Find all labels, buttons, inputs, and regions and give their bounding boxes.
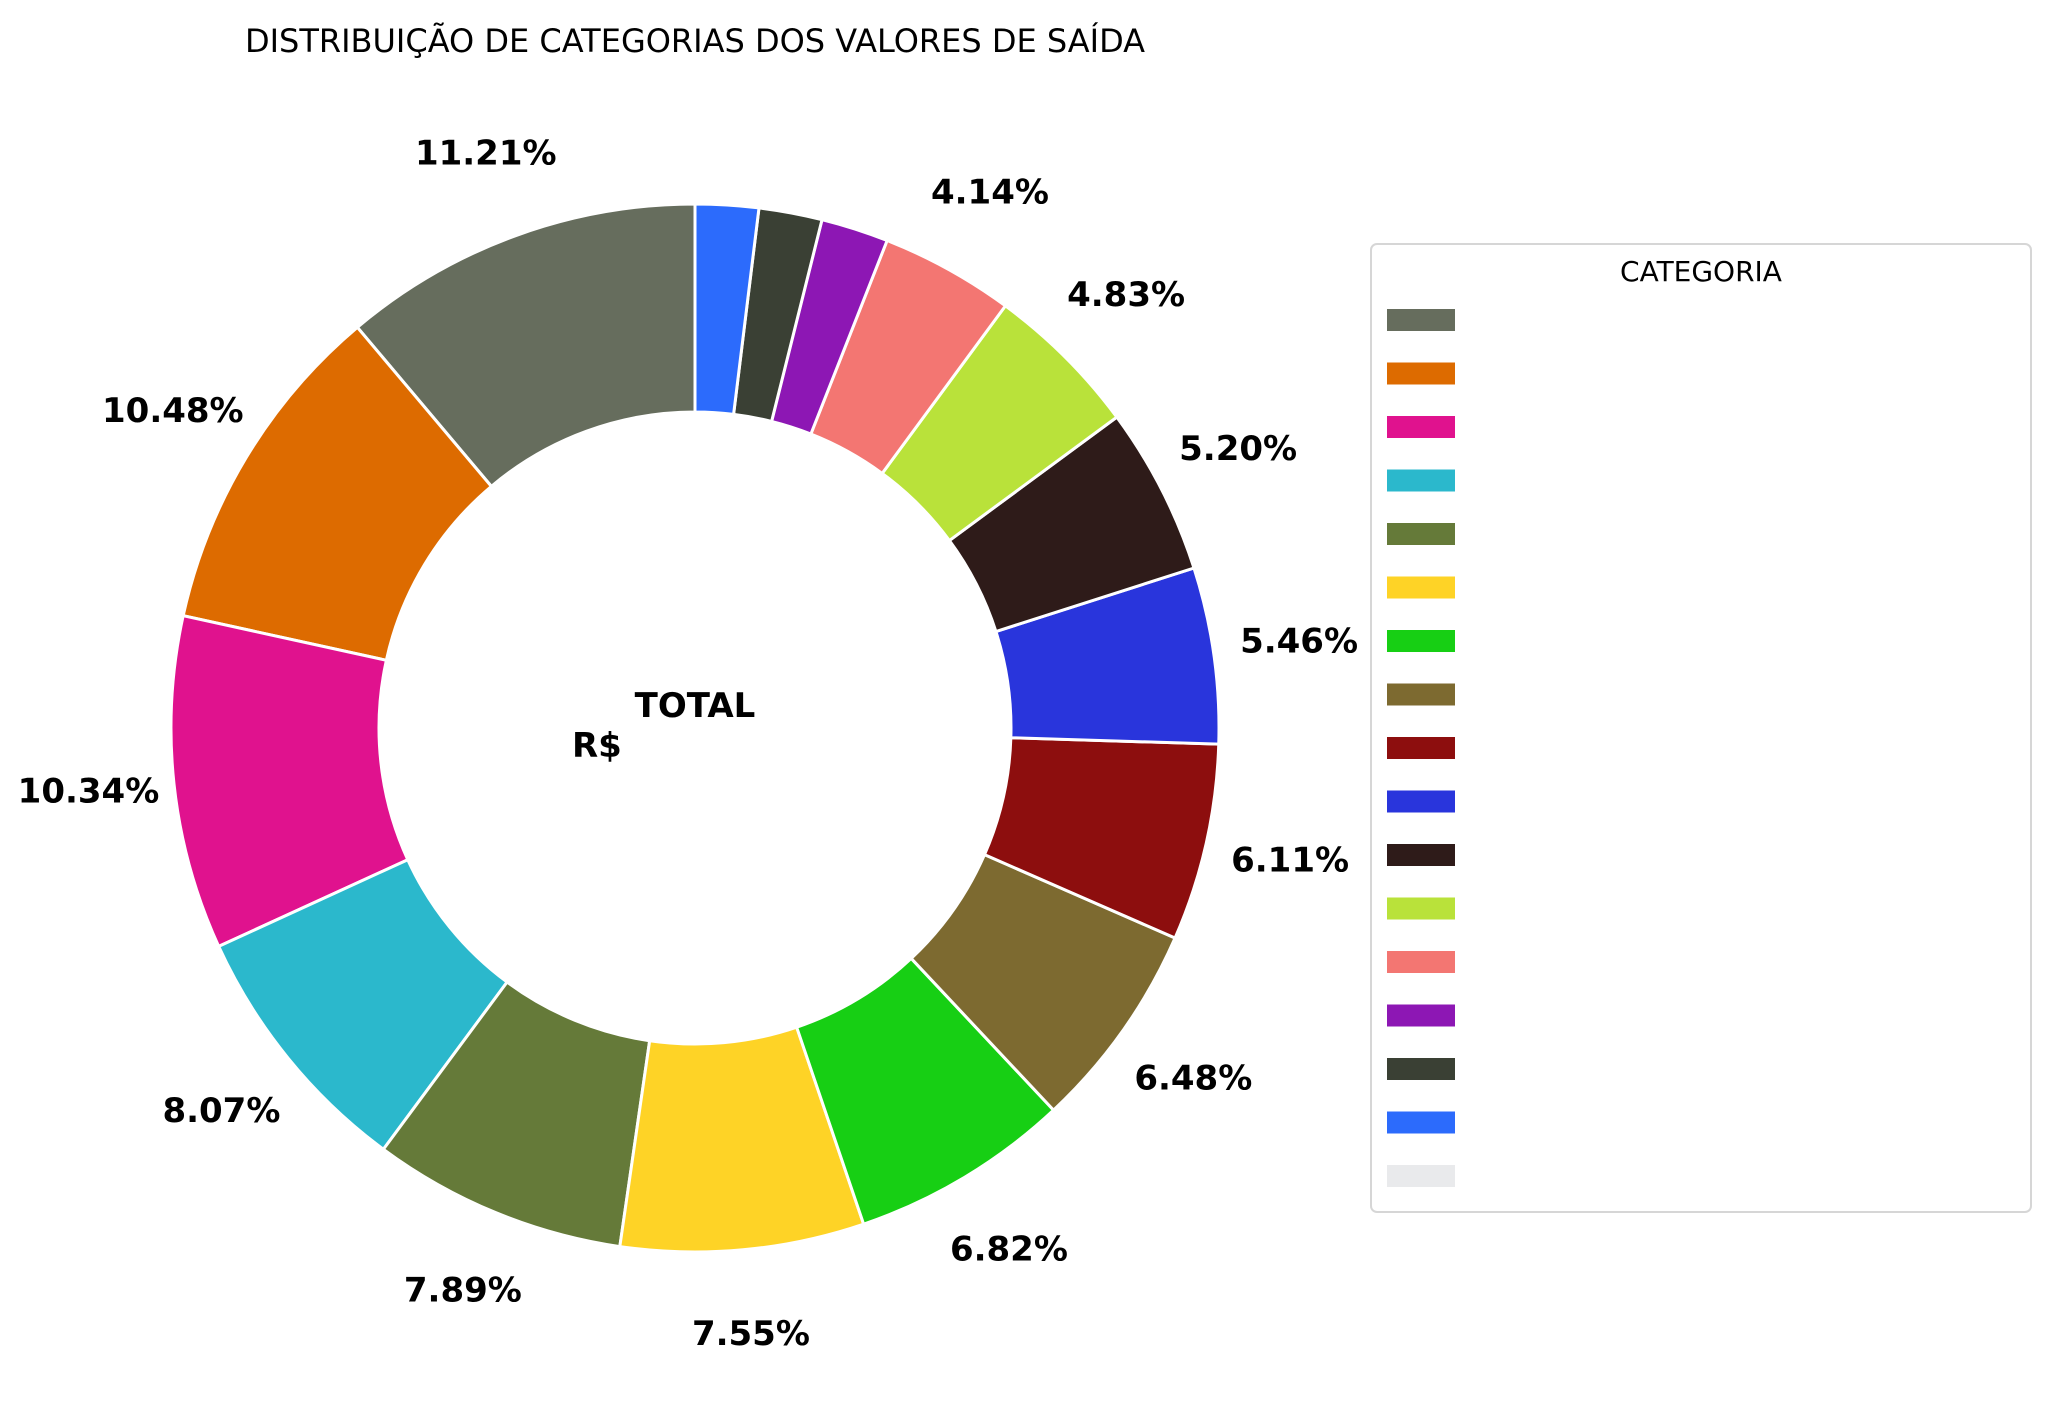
percentage-label-5: 7.89% xyxy=(404,1271,522,1311)
percentage-label-3: 10.34% xyxy=(18,772,160,812)
chart-title: DISTRIBUIÇÃO DE CATEGORIAS DOS VALORES D… xyxy=(245,22,1145,60)
legend-swatch-8 xyxy=(1387,683,1455,706)
legend-items xyxy=(1387,309,1455,1187)
legend-box xyxy=(1370,243,2032,1213)
percentage-label-11: 5.20% xyxy=(1179,429,1297,469)
percentage-label-13: 4.14% xyxy=(931,173,1049,213)
legend-swatch-14 xyxy=(1387,1004,1455,1027)
legend-swatch-16 xyxy=(1387,1111,1455,1134)
donut-slices xyxy=(169,202,1221,1254)
legend-swatch-10 xyxy=(1387,790,1455,813)
donut-slice-16 xyxy=(693,202,761,417)
legend-swatch-6 xyxy=(1387,576,1455,599)
legend-swatch-17 xyxy=(1387,1165,1455,1187)
percentage-label-12: 4.83% xyxy=(1067,275,1185,315)
legend: CATEGORIA xyxy=(1370,243,2032,1213)
legend-title: CATEGORIA xyxy=(1620,255,1782,288)
percentage-label-2: 10.48% xyxy=(102,391,244,431)
legend-swatch-11 xyxy=(1387,844,1455,866)
legend-swatch-5 xyxy=(1387,523,1455,545)
percentage-label-7: 6.82% xyxy=(950,1230,1068,1270)
legend-swatch-12 xyxy=(1387,897,1455,920)
percentage-label-9: 6.11% xyxy=(1231,841,1349,881)
legend-swatch-2 xyxy=(1387,362,1455,385)
percentage-labels: 11.21% 10.48% 10.34% 8.07% 7.89% 7.55% 6.82% 6.… xyxy=(18,134,1358,1354)
donut-slice-1 xyxy=(355,202,697,489)
legend-swatch-13 xyxy=(1387,951,1455,973)
percentage-label-8: 6.48% xyxy=(1134,1058,1252,1098)
legend-swatch-9 xyxy=(1387,737,1455,759)
legend-swatch-7 xyxy=(1387,630,1455,652)
legend-swatch-4 xyxy=(1387,469,1455,492)
legend-swatch-3 xyxy=(1387,416,1455,438)
percentage-label-10: 5.46% xyxy=(1240,622,1358,662)
legend-swatch-15 xyxy=(1387,1058,1455,1080)
percentage-label-1: 11.21% xyxy=(415,134,557,174)
center-total-label: TOTAL xyxy=(635,686,756,726)
legend-swatch-1 xyxy=(1387,309,1455,331)
percentage-label-4: 8.07% xyxy=(162,1091,280,1131)
percentage-label-6: 7.55% xyxy=(692,1314,810,1354)
center-currency-label: R$ xyxy=(572,726,622,766)
